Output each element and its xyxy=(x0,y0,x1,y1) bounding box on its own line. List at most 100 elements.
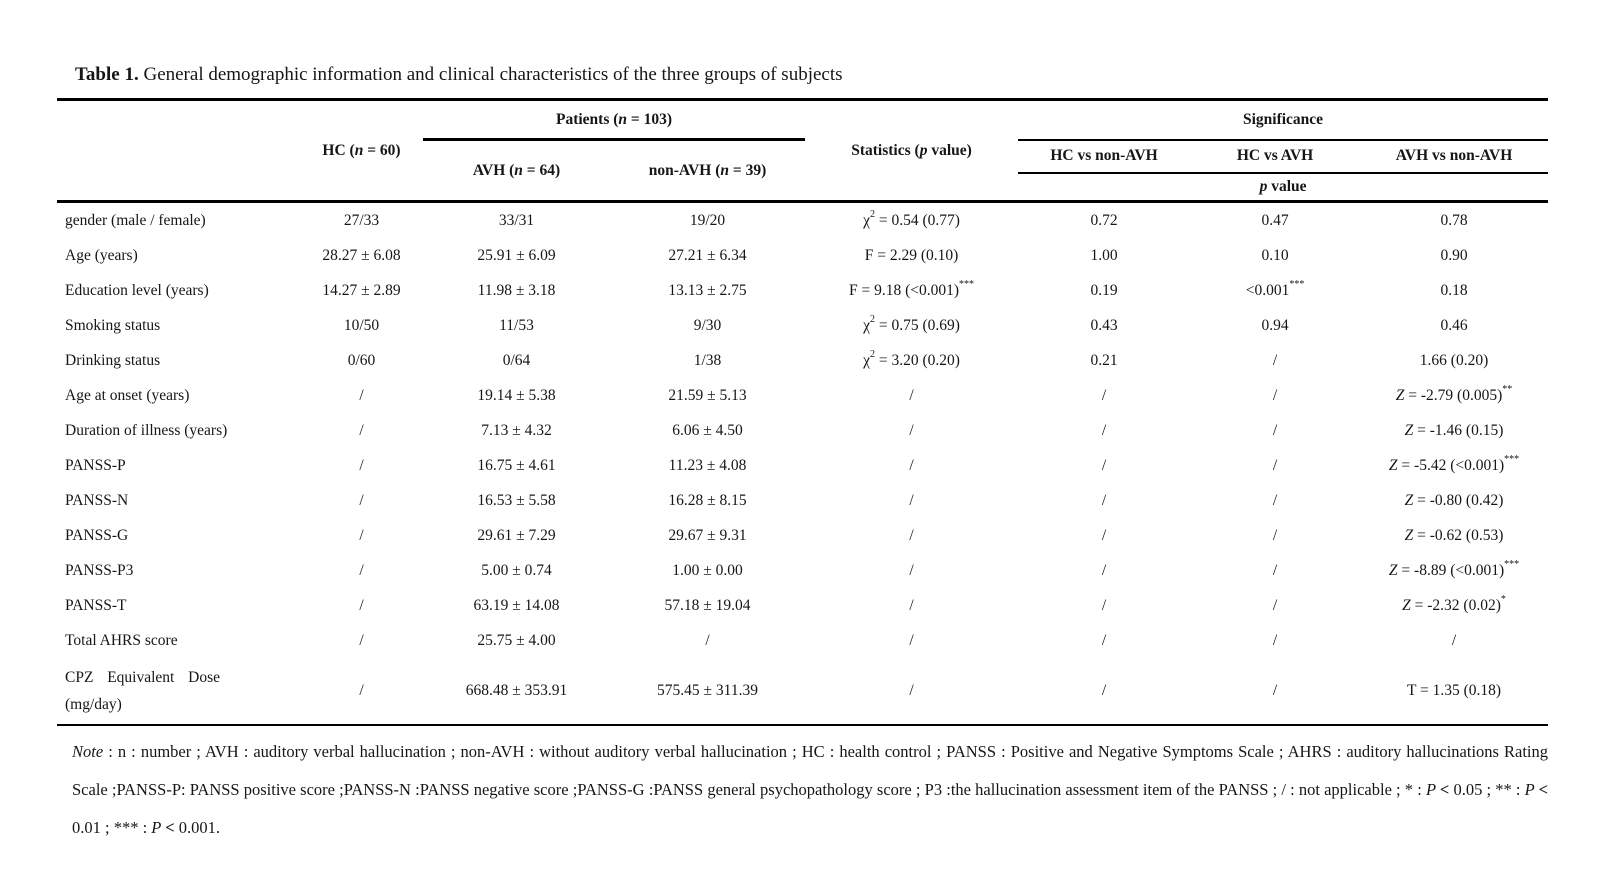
data-cell: / xyxy=(359,386,364,404)
data-cell: 575.45 ± 311.39 xyxy=(657,682,758,699)
header-statistics: Statistics (p value) xyxy=(851,141,972,159)
data-cell: / xyxy=(359,526,364,544)
data-cell: 25.75 ± 4.00 xyxy=(477,631,556,649)
table-body: gender (male / female) 27/33 33/31 19/20 χ2 … xyxy=(57,202,1548,726)
header-p-value: p value xyxy=(1259,177,1307,195)
row-label-cell: Age (years) xyxy=(65,246,138,264)
data-cell: / xyxy=(1272,526,1278,544)
data-cell: 16.53 ± 5.58 xyxy=(477,491,556,509)
data-cell: Z = -5.42 (<0.001)*** xyxy=(1388,453,1520,474)
row-label-cell: PANSS-N xyxy=(65,491,129,509)
data-cell: Z = -1.46 (0.15) xyxy=(1404,421,1504,439)
data-cell: χ2 = 0.54 (0.77) xyxy=(863,208,960,229)
header-hc: HC (n = 60) xyxy=(322,141,401,159)
row-label-cell: Duration of illness (years) xyxy=(65,421,228,439)
row-label-text: CPZ Equivalent Dose (mg/day) xyxy=(65,669,220,713)
data-cell: / xyxy=(1101,491,1107,509)
table-row: Education level (years) 14.27 ± 2.89 11.98… xyxy=(57,273,1548,308)
row-label-cell: CPZ Equivalent Dose (mg/day) xyxy=(57,658,300,725)
data-cell: / xyxy=(1272,491,1278,509)
data-cell: 63.19 ± 14.08 xyxy=(473,596,560,614)
data-cell: Z = -0.62 (0.53) xyxy=(1404,526,1504,544)
table-header: HC (n = 60) Patients (n = 103) Statistic… xyxy=(57,99,1549,202)
data-cell: 1.00 ± 0.00 xyxy=(672,561,743,579)
data-cell: 13.13 ± 2.75 xyxy=(668,281,747,299)
data-cell: Z = -8.89 (<0.001)*** xyxy=(1388,558,1520,579)
row-label-cell: PANSS-P xyxy=(65,456,126,474)
header-non-avh: non-AVH (n = 39) xyxy=(648,161,767,179)
data-cell: 27.21 ± 6.34 xyxy=(668,246,747,264)
data-cell: 11.23 ± 4.08 xyxy=(668,456,747,474)
data-cell: 21.59 ± 5.13 xyxy=(668,386,747,404)
data-cell: / xyxy=(909,421,914,439)
table-row: PANSS-P3 / 5.00 ± 0.74 1.00 ± 0.00 / / / Z = -8… xyxy=(57,553,1548,588)
table-caption: General demographic information and clin… xyxy=(143,64,843,85)
data-cell: / xyxy=(1101,386,1107,404)
data-cell: 0.10 xyxy=(1261,246,1289,264)
data-cell: 10/50 xyxy=(343,316,380,334)
data-cell: Z = -0.80 (0.42) xyxy=(1404,491,1504,509)
table-title: Table 1. General demographic information… xyxy=(75,64,1548,86)
data-cell: / xyxy=(909,456,914,474)
data-cell: χ2 = 3.20 (0.20) xyxy=(863,348,960,369)
data-cell: 11.98 ± 3.18 xyxy=(477,281,556,299)
data-cell: / xyxy=(1101,631,1107,649)
data-cell: 57.18 ± 19.04 xyxy=(664,596,751,614)
header-hc-vs-non-avh: HC vs non-AVH xyxy=(1018,139,1191,174)
data-cell: 16.28 ± 8.15 xyxy=(668,491,747,509)
data-cell: 0.94 xyxy=(1261,316,1289,334)
data-cell: / xyxy=(909,526,914,544)
data-cell: / xyxy=(909,596,914,614)
data-cell: / xyxy=(909,386,914,404)
data-cell: Z = -2.32 (0.02)* xyxy=(1402,593,1506,614)
data-cell: 19/20 xyxy=(689,211,726,229)
header-avh-vs-non-avh: AVH vs non-AVH xyxy=(1360,139,1549,174)
data-cell: / xyxy=(1101,682,1107,699)
row-label-cell: PANSS-G xyxy=(65,526,129,544)
row-label-cell: PANSS-P3 xyxy=(65,561,134,579)
data-cell: F = 9.18 (<0.001)*** xyxy=(848,278,975,299)
row-label-cell: PANSS-T xyxy=(65,596,127,614)
data-cell: 668.48 ± 353.91 xyxy=(465,682,568,699)
data-cell: / xyxy=(1101,421,1107,439)
data-cell: 1.66 (0.20) xyxy=(1419,351,1489,369)
table-note: Note : n : number ; AVH : auditory verba… xyxy=(72,742,1549,837)
data-cell: 9/30 xyxy=(693,316,722,334)
data-cell: 11/53 xyxy=(499,316,534,334)
header-empty-cell xyxy=(57,100,300,202)
row-label-cell: Smoking status xyxy=(65,316,161,334)
data-cell: / xyxy=(359,682,364,699)
data-cell: χ2 = 0.75 (0.69) xyxy=(863,313,960,334)
table-row: Drinking status 0/60 0/64 1/38 χ2 = 3.20 (0.… xyxy=(57,343,1548,378)
header-patients-group: Patients (n = 103) xyxy=(423,99,806,141)
header-hc-vs-avh: HC vs AVH xyxy=(1190,139,1361,174)
data-cell: <0.001*** xyxy=(1245,278,1305,299)
header-significance-group: Significance xyxy=(1018,99,1549,141)
data-cell: / xyxy=(1101,526,1107,544)
data-cell: 0.43 xyxy=(1090,316,1118,334)
row-label-cell: Total AHRS score xyxy=(65,631,178,649)
data-cell: / xyxy=(1272,456,1278,474)
data-cell: 1.00 xyxy=(1090,246,1118,264)
table-row: Total AHRS score / 25.75 ± 4.00 / / / / / xyxy=(57,623,1548,658)
table-row: gender (male / female) 27/33 33/31 19/20 χ2 … xyxy=(57,202,1548,239)
data-cell: / xyxy=(359,421,364,439)
data-cell: / xyxy=(359,456,364,474)
data-cell: / xyxy=(1101,456,1107,474)
data-cell: 29.67 ± 9.31 xyxy=(668,526,747,544)
data-cell: / xyxy=(359,631,364,649)
row-label-cell: Education level (years) xyxy=(65,281,209,299)
data-cell: 27/33 xyxy=(343,211,380,229)
data-cell: / xyxy=(1272,421,1278,439)
data-cell: 25.91 ± 6.09 xyxy=(477,246,556,264)
table-row: PANSS-T / 63.19 ± 14.08 57.18 ± 19.04 / / / Z =… xyxy=(57,588,1548,623)
data-cell: / xyxy=(359,491,364,509)
data-cell: / xyxy=(1451,631,1457,649)
table-row: CPZ Equivalent Dose (mg/day) / 668.48 ± 35… xyxy=(57,658,1548,725)
data-cell: 29.61 ± 7.29 xyxy=(477,526,556,544)
data-cell: 14.27 ± 2.89 xyxy=(322,281,401,299)
data-cell: / xyxy=(1272,561,1278,579)
data-cell: 6.06 ± 4.50 xyxy=(672,421,743,439)
data-cell: 19.14 ± 5.38 xyxy=(477,386,556,404)
